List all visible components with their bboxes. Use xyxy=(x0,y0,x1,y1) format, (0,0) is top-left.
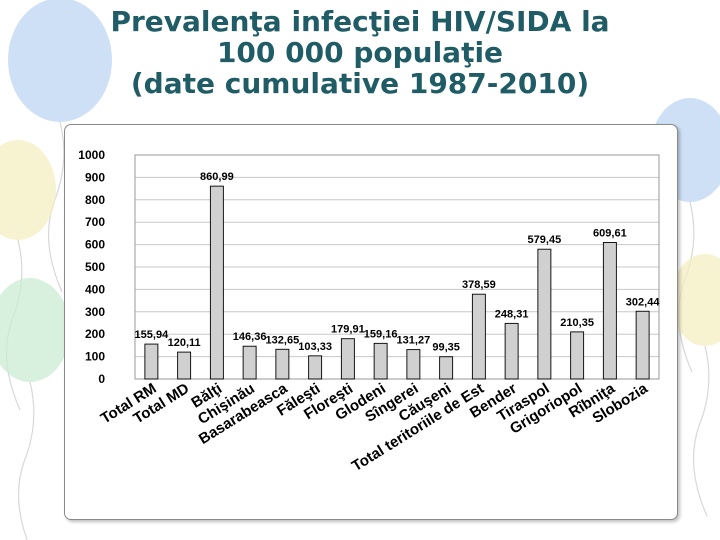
data-label: 378,59 xyxy=(462,279,496,291)
bar xyxy=(537,248,552,380)
data-label: 179,91 xyxy=(331,324,365,336)
y-tick-label: 900 xyxy=(85,170,105,184)
y-tick-label: 0 xyxy=(98,372,105,386)
y-tick-label: 300 xyxy=(85,305,105,319)
data-label: 132,65 xyxy=(266,334,300,346)
data-label: 210,35 xyxy=(560,317,594,329)
bar xyxy=(406,349,421,380)
slide-title-line-1: Prevalenţa infecţiei HIV/SIDA la xyxy=(110,5,610,38)
data-label: 99,35 xyxy=(432,342,460,354)
data-label: 159,16 xyxy=(364,328,398,340)
bar xyxy=(570,331,585,380)
bar xyxy=(209,185,224,380)
bar xyxy=(340,338,355,380)
y-tick-label: 800 xyxy=(85,193,105,207)
bar xyxy=(177,351,192,380)
balloon-yellow-right xyxy=(671,254,720,517)
y-tick-label: 400 xyxy=(85,282,105,296)
bar xyxy=(308,355,323,380)
bar xyxy=(144,343,159,380)
bar xyxy=(373,342,388,380)
data-label: 302,44 xyxy=(626,296,661,308)
balloon-green-left xyxy=(0,278,70,540)
data-label: 609,61 xyxy=(593,227,627,239)
bar xyxy=(635,310,650,380)
data-label: 131,27 xyxy=(397,335,431,347)
slide-title-line-3: (date cumulative 1987-2010) xyxy=(130,67,590,100)
data-label: 860,99 xyxy=(200,171,234,183)
data-label: 155,94 xyxy=(135,329,170,341)
bar xyxy=(602,241,617,380)
bar xyxy=(471,293,486,380)
data-label: 103,33 xyxy=(298,341,332,353)
slide-title-line-2: 100 000 populaţie xyxy=(216,36,504,69)
plot-area xyxy=(134,154,660,380)
data-label: 120,11 xyxy=(168,337,201,349)
bar xyxy=(275,348,290,380)
bar xyxy=(439,356,454,380)
y-tick-label: 100 xyxy=(85,350,105,364)
y-axis: 0 100 200 300 400 500 600 700 800 900 1000 xyxy=(78,148,105,386)
y-tick-label: 500 xyxy=(85,260,105,274)
data-label: 146,36 xyxy=(233,331,267,343)
slide-title: Prevalenţa infecţiei HIV/SIDA la 100 000… xyxy=(0,6,720,99)
y-tick-label: 600 xyxy=(85,238,105,252)
y-tick-label: 200 xyxy=(85,327,105,341)
chart-frame: 0 100 200 300 400 500 600 700 800 900 1000 155,94 1… xyxy=(64,124,678,520)
data-label: 579,45 xyxy=(528,234,562,246)
y-tick-label: 1000 xyxy=(78,148,105,162)
bars xyxy=(144,185,650,380)
bar xyxy=(504,322,519,380)
bar xyxy=(242,345,257,380)
y-tick-label: 700 xyxy=(85,215,105,229)
data-label: 248,31 xyxy=(495,308,529,320)
